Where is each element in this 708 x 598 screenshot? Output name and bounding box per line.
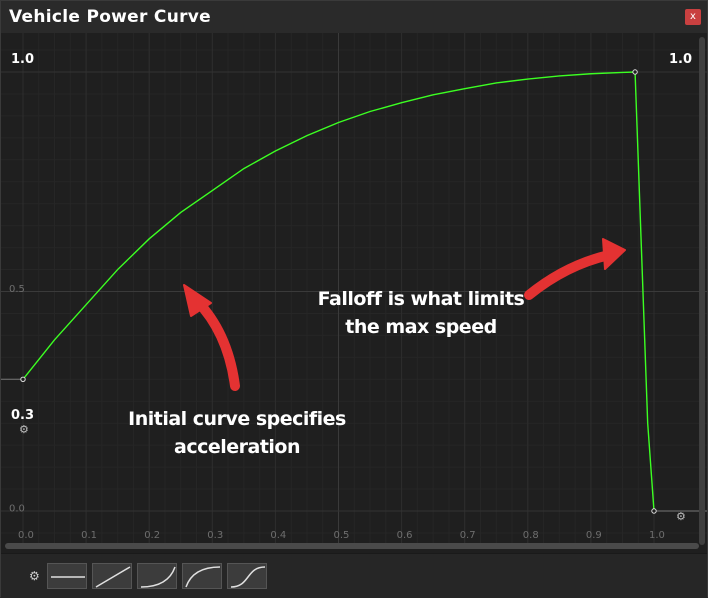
x-tick-label: 0.1	[81, 530, 97, 541]
y-tick-label: 0.0	[9, 504, 25, 515]
start-value-label: 0.3	[11, 408, 35, 423]
falloff-arrow-head	[602, 238, 626, 270]
curve-keyframe-point	[632, 69, 638, 75]
x-tick-label: 0.4	[270, 530, 286, 541]
falloff-arrow-shaft	[524, 250, 614, 300]
preset-bar: ⚙	[1, 553, 707, 598]
end-key-gear-icon[interactable]: ⚙	[676, 510, 686, 523]
curve-keyframe-point	[20, 376, 26, 382]
window-title: Vehicle Power Curve	[9, 7, 211, 27]
titlebar[interactable]: Vehicle Power Curve x	[1, 1, 707, 33]
x-tick-label: 0.7	[460, 530, 476, 541]
preset-ease-out-button[interactable]	[182, 563, 222, 589]
preset-linear-button[interactable]	[92, 563, 132, 589]
curve-graph[interactable]: 0.0 0.1 0.2 0.3 0.4 0.5 0.6 0.7 0.8 0.9 1.0 0.0 0.5 …	[1, 33, 707, 553]
curve-chart-svg[interactable]: 0.0 0.1 0.2 0.3 0.4 0.5 0.6 0.7 0.8 0.9 1.0 0.0 0.5	[1, 33, 707, 553]
acceleration-arrow-head	[183, 284, 212, 317]
annotation-falloff: Falloff is what limits the max speed	[316, 285, 526, 341]
x-tick-label: 0.9	[586, 530, 602, 541]
annotation-acceleration-line1: Initial curve specifies	[128, 408, 346, 430]
horizontal-scrollbar[interactable]	[5, 543, 699, 549]
x-tick-label: 0.5	[334, 530, 350, 541]
vertical-scrollbar[interactable]	[699, 37, 705, 545]
annotation-acceleration-line2: acceleration	[174, 436, 301, 458]
x-tick-label: 0.2	[144, 530, 160, 541]
preset-constant-button[interactable]	[47, 563, 87, 589]
x-tick-label: 0.3	[207, 530, 223, 541]
preset-ease-in-out-button[interactable]	[227, 563, 267, 589]
start-key-gear-icon[interactable]: ⚙	[19, 423, 29, 436]
annotation-falloff-line1: Falloff is what limits	[317, 288, 525, 310]
max-value-label-left: 1.0	[11, 52, 35, 67]
max-value-label-right: 1.0	[669, 52, 693, 67]
preset-settings-gear-icon[interactable]: ⚙	[29, 569, 40, 583]
curve-keyframe-point	[651, 508, 657, 514]
x-tick-label: 0.6	[397, 530, 413, 541]
close-button[interactable]: x	[685, 9, 701, 25]
power-curve-line	[22, 71, 655, 512]
y-tick-label: 0.5	[9, 284, 25, 295]
annotation-acceleration: Initial curve specifies acceleration	[121, 405, 353, 461]
preset-ease-in-button[interactable]	[137, 563, 177, 589]
x-tick-label: 1.0	[649, 530, 665, 541]
x-tick-label: 0.8	[523, 530, 539, 541]
annotation-falloff-line2: the max speed	[345, 316, 497, 338]
x-tick-label: 0.0	[18, 530, 34, 541]
